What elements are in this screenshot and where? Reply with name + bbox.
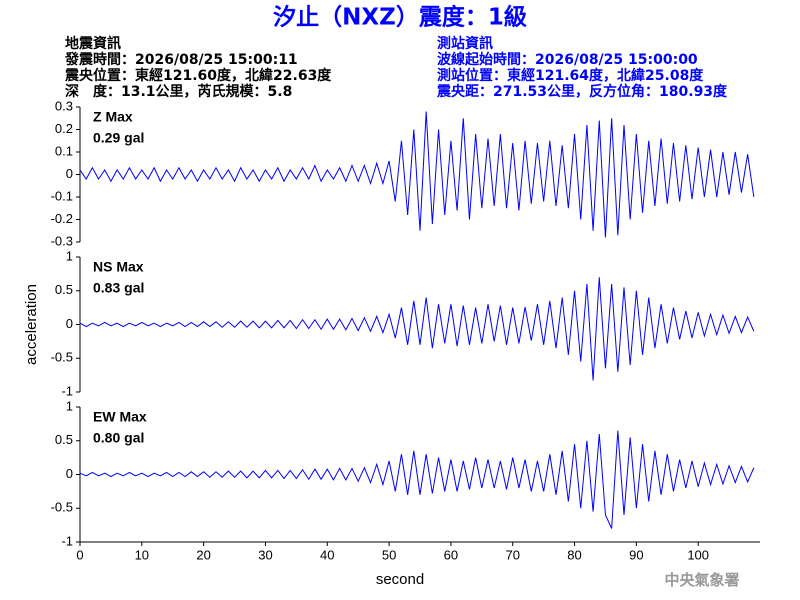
x-tick-label: 50	[382, 547, 396, 562]
event-info: 震央位置：東經121.60度，北緯22.63度	[64, 67, 332, 84]
event-info: 地震資訊	[65, 35, 121, 52]
y-tick-label: -0.3	[51, 233, 73, 248]
y-tick-label: 0.3	[55, 98, 73, 113]
annotation: 0.83 gal	[93, 280, 144, 296]
y-tick-label: 0	[66, 166, 73, 181]
title: 汐止（NXZ）震度：1級	[273, 4, 527, 31]
waveform	[79, 430, 755, 529]
y-tick-label: -0.5	[51, 350, 73, 365]
footer: 中央氣象署	[664, 571, 739, 589]
y-axis-label: acceleration	[23, 284, 40, 365]
waveform	[79, 111, 755, 238]
x-tick-label: 70	[505, 547, 519, 562]
event-info: 深 度：13.1公里，芮氏規模：5.8	[65, 83, 292, 100]
annotation: NS Max	[93, 259, 144, 275]
y-tick-label: 1	[66, 248, 73, 263]
x-tick-label: 40	[320, 547, 334, 562]
y-tick-label: 1	[66, 398, 73, 413]
x-tick-label: 60	[444, 547, 458, 562]
x-tick-label: 0	[76, 547, 83, 562]
y-tick-label: 0.5	[55, 282, 73, 297]
y-tick-label: -1	[61, 383, 73, 398]
station-info: 測站位置：東經121.64度，北緯25.08度	[437, 67, 704, 84]
x-tick-label: 30	[258, 547, 272, 562]
y-tick-label: 0.2	[55, 121, 73, 136]
y-tick-label: -0.2	[51, 211, 73, 226]
station-info: 震央距：271.53公里，反方位角：180.93度	[436, 83, 728, 100]
x-tick-label: 80	[567, 547, 581, 562]
x-tick-label: 20	[196, 547, 210, 562]
annotation: Z Max	[93, 109, 133, 125]
x-tick-label: 90	[629, 547, 643, 562]
y-tick-label: -0.5	[51, 500, 73, 515]
x-tick-label: 100	[687, 547, 709, 562]
annotation: 0.29 gal	[93, 130, 144, 146]
y-tick-label: 0.1	[55, 143, 73, 158]
event-info: 發震時間：2026/08/25 15:00:11	[64, 51, 298, 68]
station-info: 波線起始時間：2026/08/25 15:00:00	[437, 51, 698, 68]
annotation: 0.80 gal	[93, 430, 144, 446]
y-tick-label: -1	[61, 533, 73, 548]
x-tick-label: 10	[135, 547, 149, 562]
waveform	[79, 277, 755, 381]
station-info: 測站資訊	[437, 35, 493, 52]
x-axis-label: second	[376, 571, 424, 588]
y-tick-label: -0.1	[51, 188, 73, 203]
y-tick-label: 0.5	[55, 432, 73, 447]
y-tick-label: 0	[66, 466, 73, 481]
annotation: EW Max	[93, 409, 147, 425]
y-tick-label: 0	[66, 316, 73, 331]
